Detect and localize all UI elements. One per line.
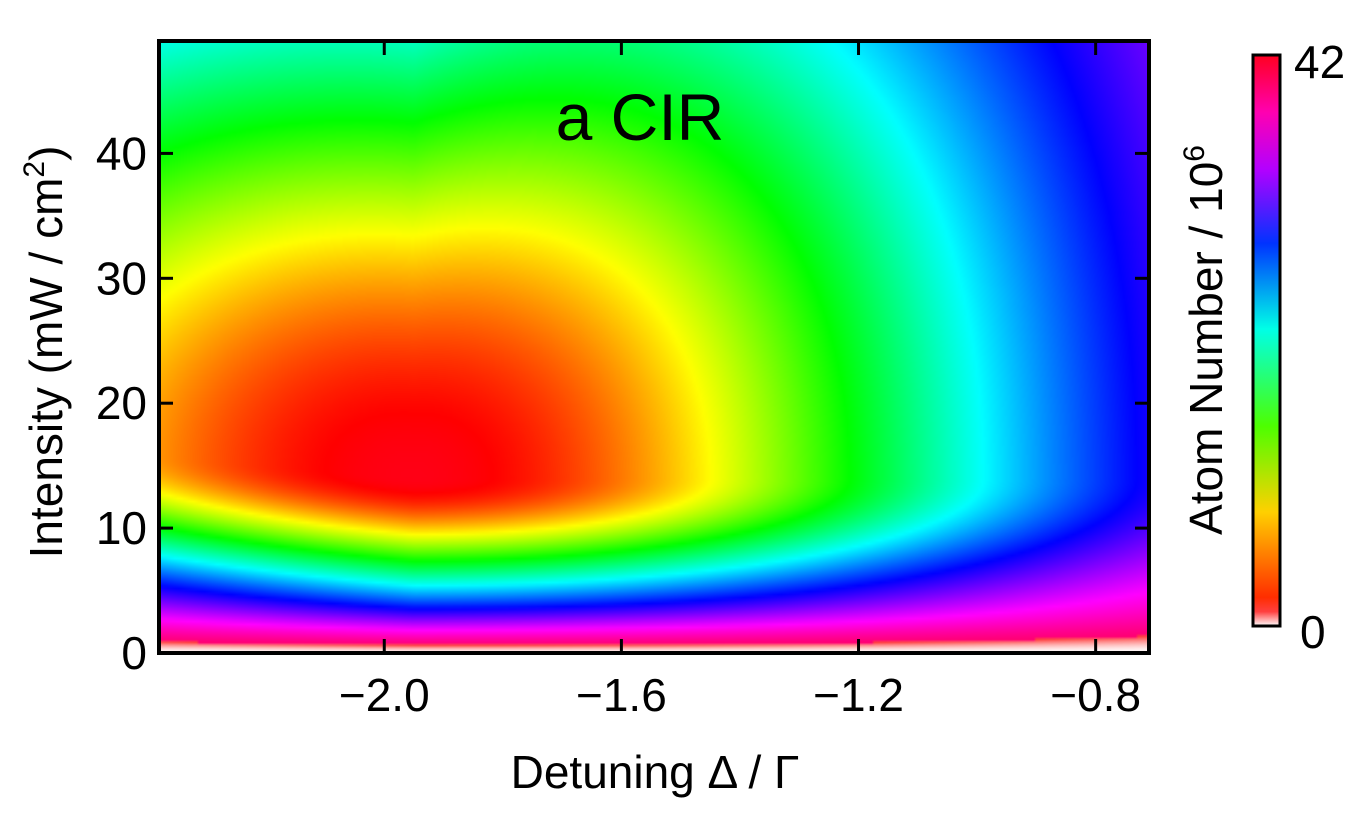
y-axis-label-main: Intensity (mW / cm xyxy=(20,178,72,559)
y-axis-label: Intensity (mW / cm2) xyxy=(18,146,72,559)
y-axis-label-sup: 2 xyxy=(18,161,51,178)
x-tick-label: −0.8 xyxy=(1050,669,1141,721)
x-tick-label: −1.2 xyxy=(813,669,904,721)
y-axis-label-tail: ) xyxy=(20,146,72,161)
colorbar-max-label: 42 xyxy=(1294,36,1345,88)
x-tick-label: −1.6 xyxy=(576,669,667,721)
chart-title: a CIR xyxy=(556,80,725,154)
y-tick-label: 40 xyxy=(96,127,147,179)
plot-frame xyxy=(157,39,1151,655)
y-tick-label: 10 xyxy=(96,502,147,554)
x-axis-label: Detuning Δ / Γ xyxy=(511,746,800,798)
y-tick-label: 0 xyxy=(121,627,147,679)
y-tick-label: 20 xyxy=(96,377,147,429)
x-tick-label: −2.0 xyxy=(339,669,430,721)
colorbar-label-sup: 6 xyxy=(1178,145,1211,162)
colorbar-min-label: 0 xyxy=(1300,606,1326,658)
heatmap-image xyxy=(159,41,1149,653)
colorbar-label-main: Atom Number / 10 xyxy=(1180,162,1232,535)
x-axis-ticks: −2.0 −1.6 −1.2 −0.8 xyxy=(339,41,1141,721)
y-tick-label: 30 xyxy=(96,252,147,304)
y-axis-ticks: 0 10 20 30 40 xyxy=(96,127,1149,679)
heatmap-raster xyxy=(159,41,1149,653)
colorbar-label: Atom Number / 106 xyxy=(1178,145,1232,535)
colorbar xyxy=(1251,53,1282,628)
